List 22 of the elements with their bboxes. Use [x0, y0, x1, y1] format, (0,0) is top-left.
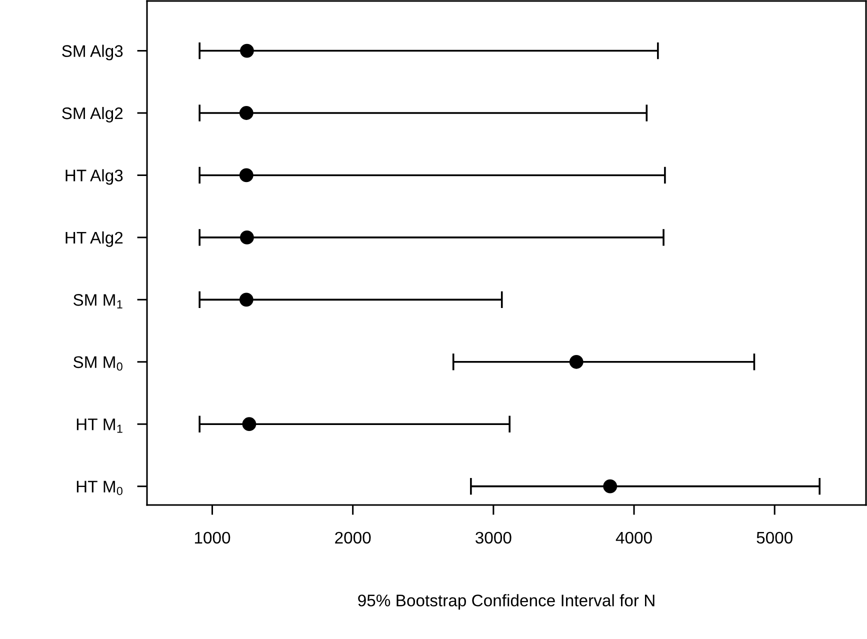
y-tick-label: HT M$_{1}$	[76, 418, 122, 433]
x-tick-label: 3000	[476, 532, 512, 544]
point	[569, 354, 584, 369]
x-tick-label: 1000	[194, 532, 230, 544]
y-tick-label: HT Alg2	[66, 231, 123, 247]
x-tick-label: 4000	[616, 532, 652, 544]
point	[240, 44, 254, 58]
x-tick-label: 2000	[335, 532, 371, 544]
y-tick-label: HT Alg3	[66, 169, 123, 185]
y-tick-label: HT M$_{0}$	[76, 480, 122, 496]
point	[242, 417, 256, 432]
y-tick-label: SM M$_{1}$	[73, 294, 122, 308]
point	[239, 292, 254, 307]
x-tick-label: 5000	[756, 532, 792, 544]
point	[239, 168, 254, 182]
point	[239, 106, 254, 120]
y-tick-label: SM Alg2	[62, 106, 123, 122]
point	[603, 479, 618, 494]
y-tick-label: SM M$_{0}$	[73, 356, 122, 371]
y-tick-label: SM Alg3	[62, 44, 123, 60]
point	[240, 230, 254, 244]
x-axis-title: 95% Bootstrap Confidence Interval for N	[358, 594, 654, 610]
